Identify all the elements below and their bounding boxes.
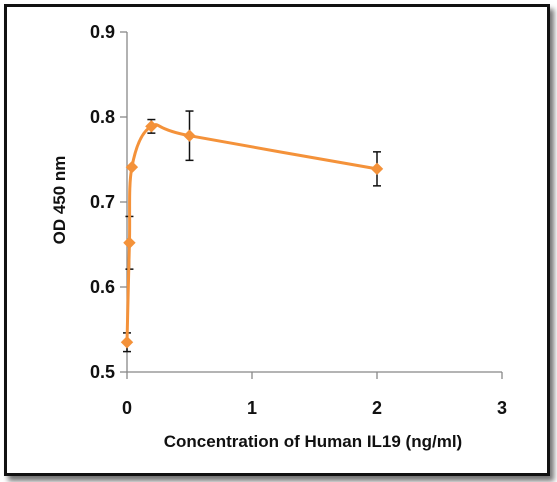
y-tick-label: 0.7 bbox=[90, 192, 115, 212]
x-tick-label: 1 bbox=[247, 398, 257, 418]
data-point-marker bbox=[120, 336, 134, 349]
x-tick-label: 3 bbox=[497, 398, 507, 418]
y-tick-label: 0.6 bbox=[90, 277, 115, 297]
x-tick-label: 0 bbox=[122, 398, 132, 418]
data-point-marker bbox=[125, 160, 139, 174]
y-ticks: 0.5 0.6 0.7 0.8 0.9 bbox=[90, 22, 127, 382]
data-point-marker bbox=[123, 236, 136, 250]
data-point-marker bbox=[145, 120, 158, 133]
data-points bbox=[120, 120, 384, 349]
data-point-marker bbox=[370, 162, 384, 176]
y-tick-label: 0.9 bbox=[90, 22, 115, 42]
data-point-marker bbox=[183, 129, 196, 142]
y-tick-label: 0.5 bbox=[90, 362, 115, 382]
y-axis-title: OD 450 nm bbox=[50, 156, 69, 245]
x-axis-title: Concentration of Human IL19 (ng/ml) bbox=[164, 432, 462, 451]
plot-area: 0.5 0.6 0.7 0.8 0.9 0 1 2 3 bbox=[90, 22, 507, 418]
y-tick-label: 0.8 bbox=[90, 107, 115, 127]
chart-frame bbox=[4, 4, 550, 476]
x-ticks: 0 1 2 3 bbox=[122, 372, 507, 418]
x-tick-label: 2 bbox=[372, 398, 382, 418]
series-line bbox=[125, 123, 378, 343]
